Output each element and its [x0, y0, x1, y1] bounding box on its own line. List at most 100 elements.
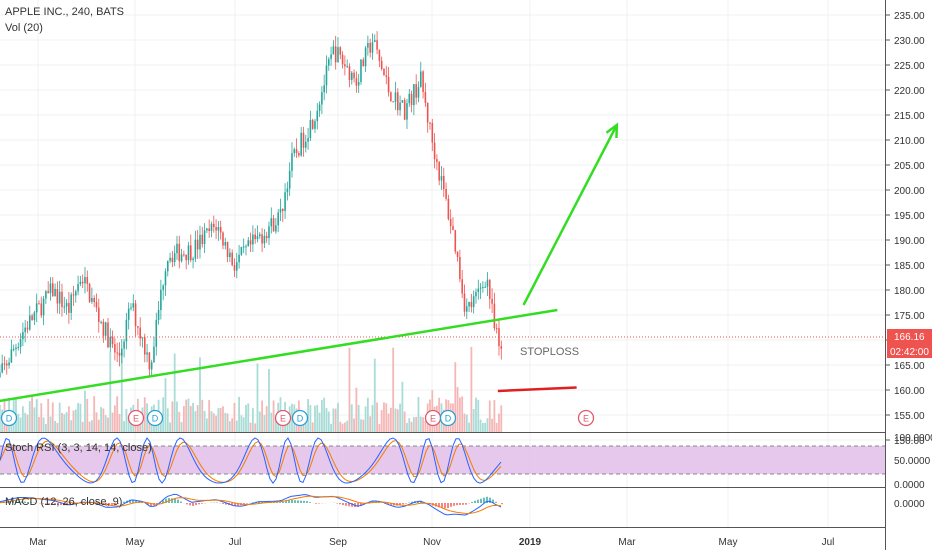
candle-body	[277, 212, 279, 225]
support-trendline[interactable]	[0, 310, 557, 403]
candle-body	[326, 66, 328, 86]
macd-histogram-bar	[306, 501, 308, 503]
candle-body	[303, 133, 305, 148]
candle-body	[436, 159, 438, 162]
candle-body	[29, 315, 31, 329]
volume-bar	[181, 422, 183, 432]
candle-body	[415, 84, 417, 98]
candle-body	[466, 306, 468, 311]
volume-bar	[208, 400, 210, 432]
candle-body	[268, 226, 270, 238]
volume-bar	[96, 412, 98, 432]
candle-body	[227, 242, 229, 257]
candle-body	[372, 42, 374, 53]
volume-bar	[461, 396, 463, 432]
drawing-annotations[interactable]	[0, 125, 617, 403]
volume-bar	[121, 353, 123, 432]
volume-bar	[77, 403, 79, 432]
volume-bar	[229, 421, 231, 432]
volume-bar	[169, 422, 171, 432]
candle-body	[146, 352, 148, 354]
candle-body	[84, 277, 86, 283]
macd-histogram-bar	[177, 500, 179, 503]
time-tick-label: Nov	[423, 537, 441, 548]
volume-bar	[372, 405, 374, 432]
price-candles[interactable]	[0, 31, 502, 408]
candle-body	[289, 171, 291, 189]
candle-body	[431, 123, 433, 143]
volume-bar	[328, 412, 330, 432]
candle-body	[452, 226, 454, 230]
candle-body	[388, 77, 390, 92]
volume-label: Vol (20)	[5, 22, 43, 34]
macd-histogram-bar	[189, 503, 191, 505]
volume-bar	[464, 414, 466, 432]
volume-bar	[183, 406, 185, 432]
volume-bar	[466, 415, 468, 432]
candle-body	[351, 73, 353, 80]
candle-body	[73, 294, 75, 295]
candle-body	[4, 363, 6, 364]
candle-body	[342, 55, 344, 65]
price-tick-label: 160.00	[894, 386, 925, 397]
candle-body	[160, 290, 162, 310]
candle-body	[107, 322, 109, 347]
macd-tick-label: 0.0000	[894, 499, 925, 510]
volume-bar	[468, 423, 470, 432]
candle-body	[241, 247, 243, 255]
candle-body	[13, 349, 15, 350]
candle-body	[86, 277, 88, 284]
event-marker-letter: D	[152, 414, 159, 424]
stoch-tick-label: 100.0000	[894, 433, 932, 444]
volume-bar	[418, 397, 420, 432]
volume-bar	[351, 404, 353, 432]
volume-bar	[408, 418, 410, 432]
macd-histogram-bar	[495, 502, 497, 503]
candle-body	[38, 303, 40, 304]
candle-body	[27, 328, 29, 330]
volume-bar	[102, 408, 104, 432]
candle-body	[206, 228, 208, 230]
volume-bar	[482, 423, 484, 432]
volume-bar	[376, 402, 378, 432]
candle-body	[422, 71, 424, 92]
volume-bar	[40, 403, 42, 432]
volume-bar	[112, 413, 114, 432]
candle-body	[397, 92, 399, 110]
candle-body	[11, 349, 13, 362]
candle-body	[349, 66, 351, 80]
candle-body	[47, 291, 49, 293]
candle-body	[174, 253, 176, 262]
stoploss-label: STOPLOSS	[520, 346, 579, 358]
volume-bar	[489, 400, 491, 432]
volume-bar	[119, 414, 121, 432]
candle-body	[50, 283, 52, 293]
candle-body	[22, 332, 24, 339]
price-axis[interactable]: 235.00230.00225.00220.00215.00210.00205.…	[885, 11, 925, 447]
volume-bar	[395, 408, 397, 432]
macd-histogram-bar	[459, 503, 461, 505]
candle-body	[328, 59, 330, 65]
candle-body	[362, 60, 364, 67]
volume-bar	[369, 416, 371, 432]
candle-body	[247, 240, 249, 246]
volume-bar	[227, 413, 229, 432]
volume-bar	[197, 405, 199, 432]
candle-body	[480, 288, 482, 289]
volume-bar	[217, 408, 219, 432]
volume-bar	[82, 422, 84, 432]
candle-body	[155, 320, 157, 347]
candle-body	[220, 227, 222, 232]
price-tick-label: 205.00	[894, 161, 925, 172]
candle-body	[183, 254, 185, 255]
candle-body	[176, 244, 178, 253]
volume-bar	[123, 421, 125, 432]
volume-bar	[84, 391, 86, 432]
volume-bar	[89, 422, 91, 432]
volume-bar	[487, 418, 489, 432]
volume-bar	[36, 399, 38, 432]
candle-body	[254, 235, 256, 239]
candle-body	[190, 245, 192, 260]
candle-body	[494, 304, 496, 328]
